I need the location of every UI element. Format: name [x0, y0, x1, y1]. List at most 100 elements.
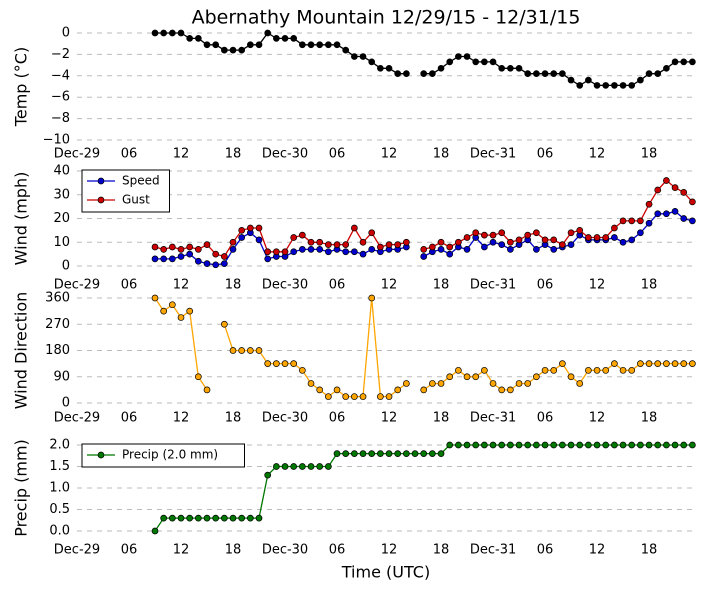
data-point — [689, 198, 696, 206]
data-point — [299, 366, 306, 374]
data-point — [307, 41, 315, 49]
data-point — [359, 450, 367, 457]
data-point — [593, 366, 601, 374]
data-point — [455, 366, 462, 374]
data-point — [377, 243, 384, 251]
y-axis-title: Wind (mph) — [12, 172, 31, 266]
data-point — [472, 58, 480, 66]
data-point — [619, 366, 627, 374]
data-point — [368, 294, 376, 302]
x-tick-label: 06 — [121, 278, 138, 293]
y-tick-label: −6 — [51, 90, 70, 105]
y-tick-label: 0.5 — [49, 502, 70, 517]
data-point — [264, 360, 272, 367]
data-point — [359, 393, 367, 400]
data-point — [541, 366, 549, 374]
data-point — [186, 34, 194, 42]
data-point — [645, 219, 653, 227]
data-point — [671, 58, 679, 66]
data-point — [550, 246, 558, 253]
data-point — [619, 82, 627, 89]
x-tick-label: 18 — [225, 543, 242, 558]
data-point — [420, 450, 428, 457]
data-point — [680, 189, 688, 196]
data-point — [203, 386, 211, 394]
data-point — [168, 243, 176, 251]
data-point — [524, 231, 532, 239]
x-tick-label: 12 — [381, 543, 398, 558]
x-tick-label: 06 — [329, 147, 346, 162]
data-point — [290, 248, 298, 256]
data-point — [368, 229, 376, 237]
data-point — [559, 70, 566, 78]
data-point — [264, 255, 272, 263]
data-point — [229, 238, 237, 246]
data-point — [385, 393, 393, 400]
data-point — [342, 450, 350, 457]
data-point — [273, 360, 280, 367]
data-point — [611, 234, 618, 241]
x-tick-label: Dec-30 — [262, 411, 308, 426]
data-point — [533, 70, 540, 78]
data-point — [628, 82, 636, 89]
data-point — [281, 34, 289, 42]
data-point — [585, 76, 592, 84]
data-point — [507, 441, 514, 449]
x-tick-label: 18 — [433, 411, 450, 426]
data-point — [342, 248, 350, 256]
data-point — [663, 64, 670, 72]
y-axis-title: Temp (°C) — [12, 47, 31, 127]
data-point — [229, 46, 237, 54]
data-point — [446, 373, 454, 381]
data-point — [567, 373, 575, 381]
data-point — [403, 450, 410, 457]
x-tick-label: 06 — [537, 411, 554, 426]
data-point — [671, 441, 679, 449]
data-point — [550, 70, 558, 78]
data-point — [194, 373, 202, 381]
data-point — [585, 234, 592, 241]
data-point — [255, 347, 263, 354]
x-tick-label: Dec-31 — [470, 411, 516, 426]
x-axis-title: Time (UTC) — [341, 563, 430, 582]
data-point — [680, 58, 688, 66]
data-point — [194, 246, 202, 253]
data-point — [654, 360, 662, 367]
data-point — [220, 260, 228, 267]
data-point — [238, 227, 246, 234]
data-point — [689, 441, 696, 449]
data-point — [325, 41, 332, 49]
data-point — [151, 255, 159, 263]
data-point — [273, 34, 280, 42]
data-point — [680, 360, 688, 367]
y-tick-label: −4 — [51, 68, 70, 83]
x-tick-label: 12 — [173, 147, 190, 162]
data-point — [559, 441, 566, 449]
data-point — [359, 238, 367, 246]
data-point — [533, 229, 540, 237]
data-point — [316, 41, 324, 49]
data-point — [576, 441, 584, 449]
data-point — [411, 450, 419, 457]
data-point — [325, 248, 332, 256]
data-point — [203, 260, 211, 267]
data-point — [611, 224, 618, 232]
data-point — [307, 463, 315, 470]
data-point — [420, 70, 428, 78]
data-point — [325, 241, 332, 248]
data-point — [481, 366, 488, 374]
data-point — [689, 217, 696, 225]
x-tick-label: Dec-30 — [262, 147, 308, 162]
x-tick-label: 12 — [173, 543, 190, 558]
data-point — [507, 64, 514, 72]
data-point — [255, 224, 263, 232]
data-point — [671, 184, 679, 191]
x-tick-label: 12 — [381, 278, 398, 293]
legend-marker — [97, 451, 105, 459]
y-tick-label: 30 — [53, 187, 70, 202]
legend-marker — [97, 177, 105, 185]
data-point — [663, 210, 670, 218]
data-point — [628, 441, 636, 449]
data-point — [654, 441, 662, 449]
data-point — [429, 243, 436, 251]
